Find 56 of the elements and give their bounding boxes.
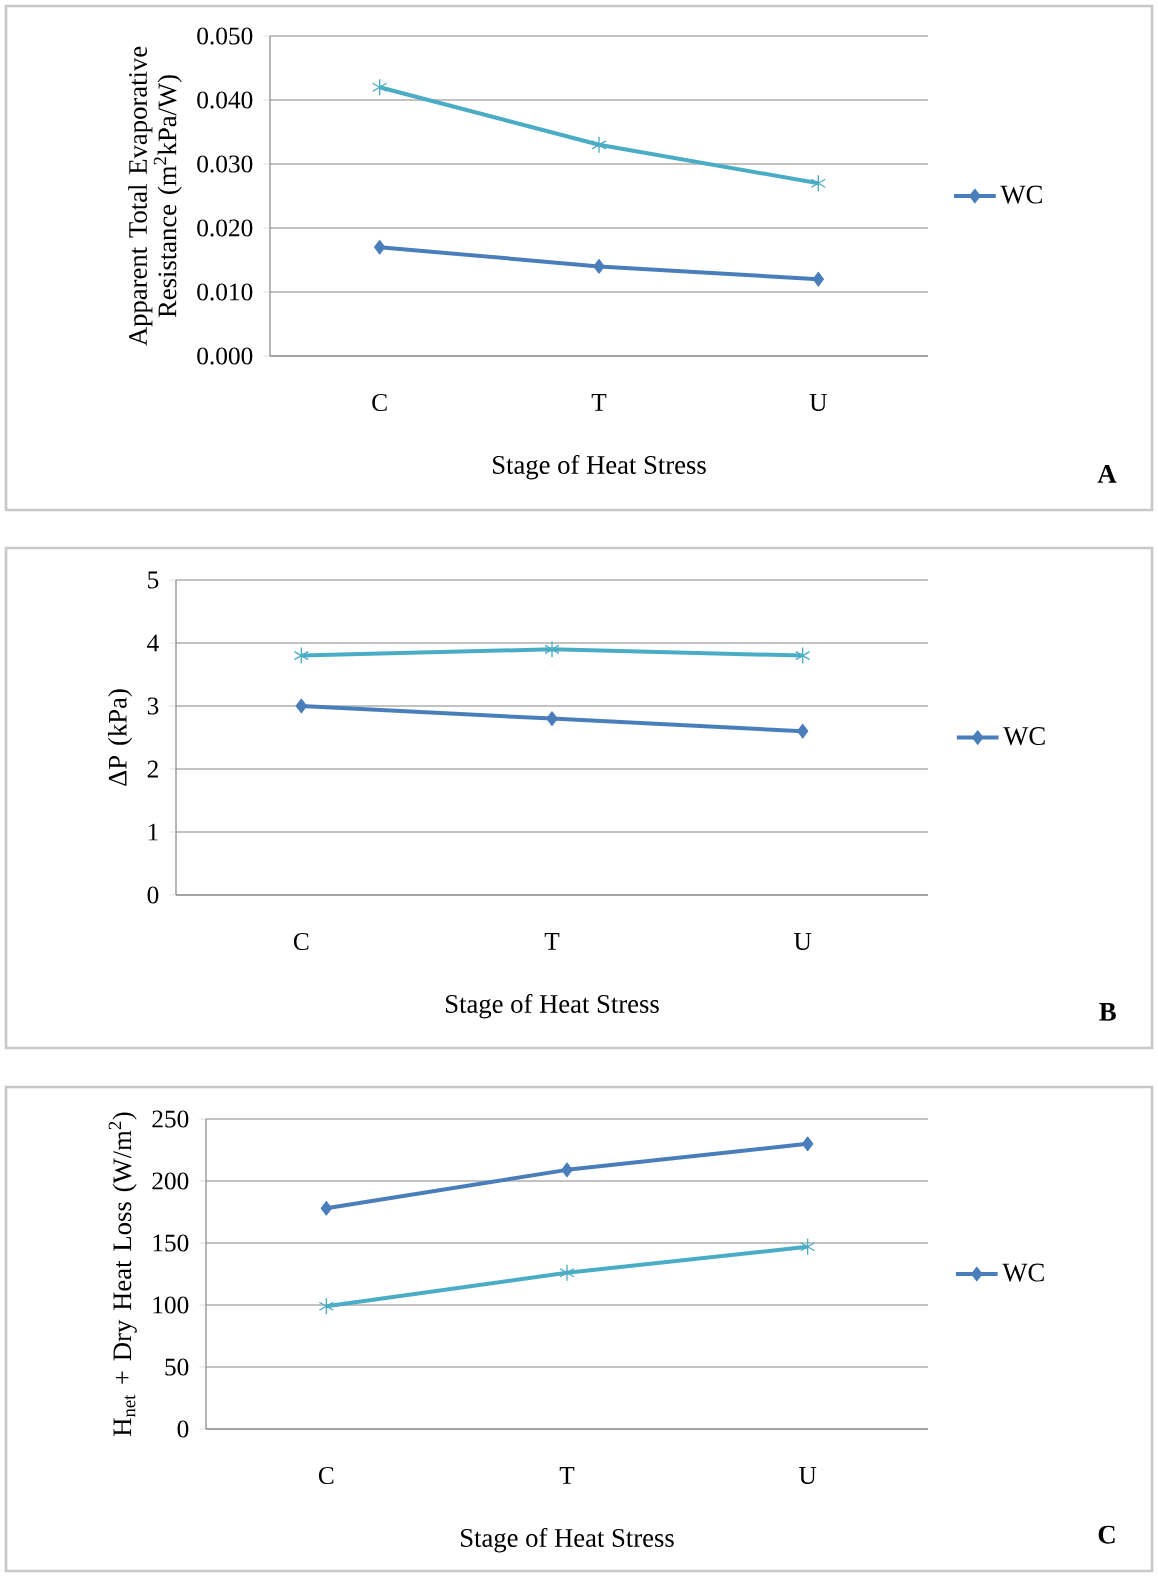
point xyxy=(544,640,560,658)
legend-label: WC xyxy=(1000,185,1042,204)
x-axis-title: Stage of Heat Stress xyxy=(446,993,659,1019)
point xyxy=(318,1297,334,1315)
x-axis-title: Stage of Heat Stress xyxy=(461,1527,674,1553)
y-axis-title: ΔP (kPa) xyxy=(107,689,133,786)
x-tick-label: U xyxy=(809,394,827,411)
point xyxy=(810,174,826,192)
point xyxy=(561,1162,573,1178)
x-tick-label: C xyxy=(318,1467,334,1485)
y-tick-label: 100 xyxy=(153,1296,189,1314)
y-tick-label: 2 xyxy=(147,760,158,778)
text: C xyxy=(1098,1525,1115,1544)
y-tick-label: 0 xyxy=(147,886,159,904)
x-tick-label: U xyxy=(794,933,812,950)
x-tick-label: U xyxy=(799,1467,817,1484)
y-tick-label: 0.030 xyxy=(197,155,253,173)
x-tick-label: T xyxy=(544,933,560,950)
point xyxy=(797,723,809,739)
point xyxy=(593,259,605,274)
y-tick-label: 0.020 xyxy=(197,219,253,237)
legend-label: WC xyxy=(1003,727,1045,746)
point xyxy=(802,1136,814,1152)
y-tick-label: 200 xyxy=(152,1172,189,1190)
y-tick-label: 0.000 xyxy=(197,347,253,365)
y-tick-label: 1 xyxy=(148,823,158,841)
point xyxy=(795,646,811,665)
text: B xyxy=(1099,1003,1116,1021)
x-tick-label: C xyxy=(372,394,387,412)
y-tick-label: 0.010 xyxy=(197,283,253,301)
y-tick-label: 0.040 xyxy=(197,91,253,109)
point xyxy=(293,646,309,665)
y-tick-label: 250 xyxy=(152,1110,189,1128)
point xyxy=(591,136,607,154)
y-axis-title: H$_{net}$ + Dry Heat Loss (W/m$^{2}$) xyxy=(108,1112,137,1436)
y-tick-label: 5 xyxy=(148,571,159,589)
point xyxy=(559,1264,575,1282)
x-axis-title: Stage of Heat Stress xyxy=(493,454,706,480)
y-tick-label: 4 xyxy=(147,634,159,652)
y-tick-label: 0 xyxy=(177,1420,189,1438)
point xyxy=(374,239,386,255)
point xyxy=(372,78,388,96)
point xyxy=(800,1238,816,1256)
y-tick-label: 150 xyxy=(153,1234,189,1252)
y-tick-label: 3 xyxy=(147,697,159,715)
x-tick-label: T xyxy=(559,1467,575,1484)
y-tick-label: 0.050 xyxy=(197,27,253,45)
legend-label: WC xyxy=(1002,1263,1044,1282)
point xyxy=(320,1200,333,1216)
point xyxy=(812,271,824,287)
x-tick-label: T xyxy=(591,394,607,411)
x-tick-label: C xyxy=(293,933,309,951)
point xyxy=(546,711,558,726)
text: A xyxy=(1097,465,1117,483)
point xyxy=(295,698,308,714)
y-tick-label: 50 xyxy=(165,1358,189,1376)
